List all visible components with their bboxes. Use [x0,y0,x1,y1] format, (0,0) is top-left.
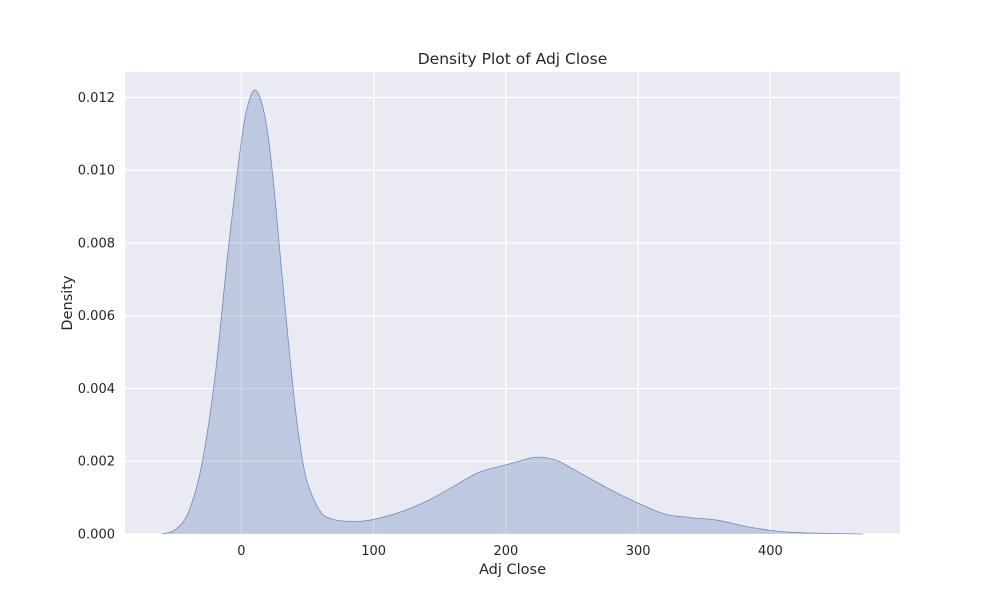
x-tick-label: 400 [758,544,783,559]
y-tick-label: 0.008 [78,236,115,251]
y-tick-labels: 0.000 0.002 0.004 0.006 0.008 0.010 0.012 [78,91,115,543]
density-area-fill [162,90,863,535]
density-area-layer [161,89,863,535]
x-tick-label: 200 [493,544,518,559]
grid-lines [125,72,900,535]
y-tick-label: 0.010 [78,164,115,179]
y-tick-label: 0.006 [78,309,115,324]
x-tick-label: 0 [237,544,245,559]
y-tick-label: 0.012 [78,91,115,106]
y-tick-label: 0.004 [78,382,115,397]
density-curve [161,89,863,535]
x-tick-label: 300 [626,544,651,559]
chart-title: Density Plot of Adj Close [418,50,608,68]
y-axis-label: Density [60,275,76,331]
y-tick-label: 0.002 [78,455,115,470]
x-axis-label: Adj Close [479,562,546,578]
x-tick-label: 100 [361,544,386,559]
y-tick-label: 0.000 [78,528,115,543]
x-tick-labels: 0 100 200 300 400 [237,544,783,559]
